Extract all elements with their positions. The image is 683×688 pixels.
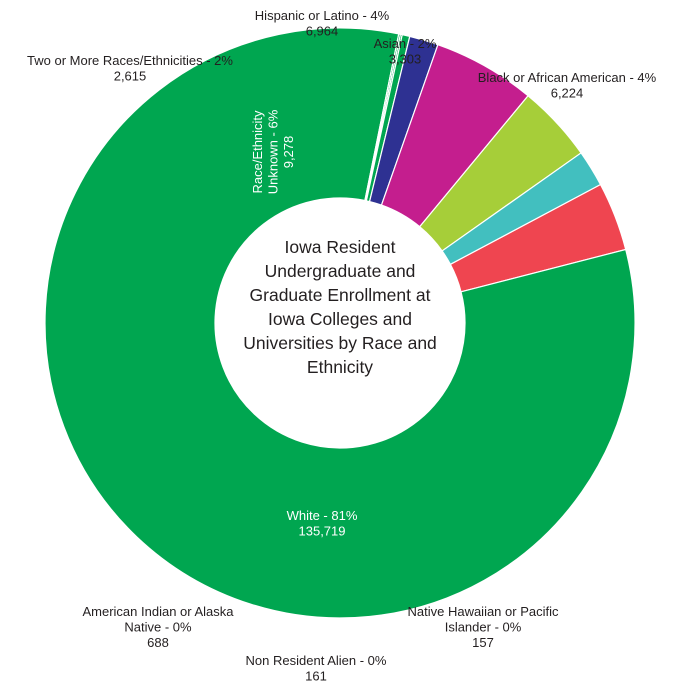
slice-label-line: Islander - 0% bbox=[445, 620, 522, 635]
chart-title-line: Universities by Race and bbox=[243, 333, 437, 353]
slice-label-line: Two or More Races/Ethnicities - 2% bbox=[27, 53, 233, 68]
slice-label-line: Race/Ethnicity bbox=[250, 110, 265, 194]
slice-value: 6,964 bbox=[306, 24, 339, 39]
slice-value: 135,719 bbox=[299, 524, 346, 539]
slice-label-line: Unknown - 6% bbox=[266, 109, 281, 194]
chart-title: Iowa Resident Undergraduate and Graduate E… bbox=[243, 237, 437, 377]
slice-label-6: Race/EthnicityUnknown - 6%9,278 bbox=[250, 109, 296, 194]
donut-hole bbox=[215, 198, 465, 448]
slice-value: 161 bbox=[305, 669, 327, 684]
chart-title-line: Iowa Resident bbox=[285, 237, 396, 257]
slice-value: 157 bbox=[472, 635, 494, 650]
chart-title-line: Iowa Colleges and bbox=[268, 309, 412, 329]
slice-label-8: Asian - 2% 3,303 bbox=[374, 36, 437, 67]
slice-value: 6,224 bbox=[551, 86, 584, 101]
slice-label-line: Native - 0% bbox=[124, 620, 192, 635]
slice-label-5: Two or More Races/Ethnicities - 2% 2,615 bbox=[27, 53, 233, 84]
slice-value: 2,615 bbox=[114, 69, 147, 84]
slice-label-line: Asian - 2% bbox=[374, 36, 437, 51]
slice-labels: Black or African American - 4% 6,224 White… bbox=[27, 8, 657, 684]
chart-title-line: Undergraduate and bbox=[265, 261, 416, 281]
slice-label-0: Black or African American - 4% 6,224 bbox=[478, 70, 657, 101]
slice-label-2: Native Hawaiian or Pacific Islander - 0% 1… bbox=[407, 604, 559, 650]
chart-title-line: Ethnicity bbox=[307, 357, 373, 377]
slice-label-3: Non Resident Alien - 0% 161 bbox=[246, 653, 387, 684]
slice-label-line: Non Resident Alien - 0% bbox=[246, 653, 387, 668]
slice-label-line: White - 81% bbox=[287, 508, 358, 523]
chart-title-line: Graduate Enrollment at bbox=[250, 285, 431, 305]
slice-value: 9,278 bbox=[281, 136, 296, 169]
slice-label-line: Hispanic or Latino - 4% bbox=[255, 8, 390, 23]
slice-label-7: Hispanic or Latino - 4% 6,964 bbox=[255, 8, 390, 39]
slice-label-line: Native Hawaiian or Pacific bbox=[407, 604, 559, 619]
slice-value: 688 bbox=[147, 635, 169, 650]
slice-label-line: Black or African American - 4% bbox=[478, 70, 657, 85]
donut-slices bbox=[44, 27, 636, 619]
slice-label-line: American Indian or Alaska bbox=[82, 604, 234, 619]
slice-label-1: White - 81% 135,719 bbox=[287, 508, 358, 539]
slice-value: 3,303 bbox=[389, 52, 422, 67]
slice-label-4: American Indian or Alaska Native - 0% 688 bbox=[82, 604, 234, 650]
